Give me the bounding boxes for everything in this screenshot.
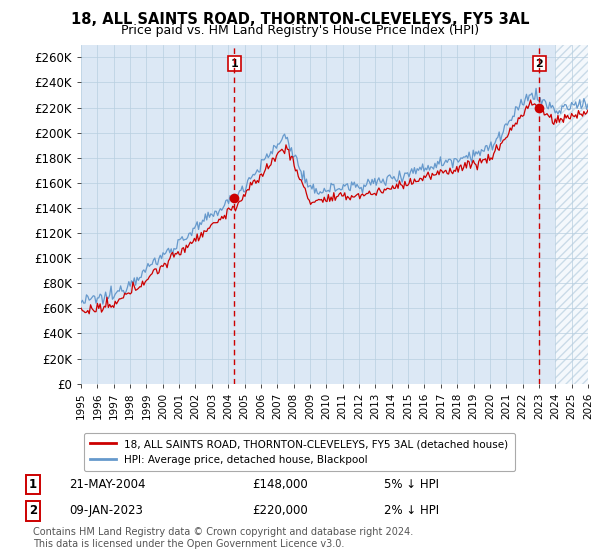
Text: £220,000: £220,000 — [252, 504, 308, 517]
Text: 09-JAN-2023: 09-JAN-2023 — [69, 504, 143, 517]
Text: 2% ↓ HPI: 2% ↓ HPI — [384, 504, 439, 517]
Text: 1: 1 — [29, 478, 37, 491]
Text: Price paid vs. HM Land Registry's House Price Index (HPI): Price paid vs. HM Land Registry's House … — [121, 24, 479, 37]
Text: Contains HM Land Registry data © Crown copyright and database right 2024.
This d: Contains HM Land Registry data © Crown c… — [33, 527, 413, 549]
Text: 2: 2 — [536, 59, 544, 69]
Text: 2: 2 — [29, 504, 37, 517]
Legend: 18, ALL SAINTS ROAD, THORNTON-CLEVELEYS, FY5 3AL (detached house), HPI: Average : 18, ALL SAINTS ROAD, THORNTON-CLEVELEYS,… — [83, 433, 515, 471]
Text: 1: 1 — [230, 59, 238, 69]
Text: 21-MAY-2004: 21-MAY-2004 — [69, 478, 146, 491]
Text: 18, ALL SAINTS ROAD, THORNTON-CLEVELEYS, FY5 3AL: 18, ALL SAINTS ROAD, THORNTON-CLEVELEYS,… — [71, 12, 529, 27]
Polygon shape — [555, 45, 588, 384]
Text: £148,000: £148,000 — [252, 478, 308, 491]
Text: 5% ↓ HPI: 5% ↓ HPI — [384, 478, 439, 491]
